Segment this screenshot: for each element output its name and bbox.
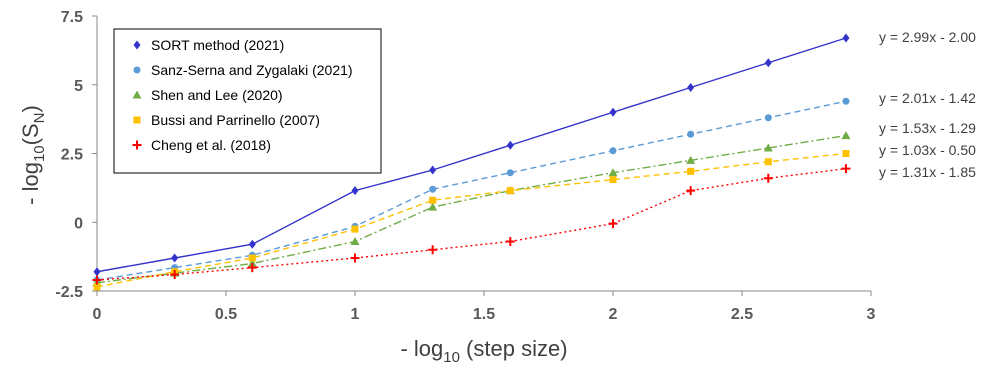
series-5 [92, 164, 851, 285]
legend-label: Cheng et al. (2018) [151, 137, 271, 153]
data-point [351, 186, 359, 196]
data-point [686, 155, 696, 164]
series-line [96, 37, 847, 273]
data-point [763, 173, 773, 183]
legend: SORT method (2021) Sanz-Serna and Zygalak… [113, 28, 382, 174]
legend-label: Bussi and Parrinello (2007) [151, 112, 320, 128]
data-point [608, 168, 618, 177]
data-point [428, 202, 438, 211]
data-point [842, 33, 850, 43]
data-point [687, 167, 695, 175]
fit-equation-label: y = 1.53x - 1.29 [879, 120, 976, 136]
series-layer [92, 33, 851, 291]
data-point [429, 185, 437, 193]
x-tick-label: 0.5 [215, 306, 237, 323]
data-point [609, 107, 617, 117]
data-point [841, 164, 851, 174]
data-point [247, 259, 257, 267]
legend-label: Sanz-Serna and Zygalaki (2021) [151, 62, 353, 78]
legend-label: Shen and Lee (2020) [151, 87, 283, 103]
x-tick-label: 2.5 [731, 306, 753, 323]
data-point [609, 176, 617, 184]
series-line [96, 100, 847, 281]
legend-item: Sanz-Serna and Zygalaki (2021) [133, 62, 353, 78]
data-point [248, 239, 256, 249]
legend-item: Shen and Lee (2020) [132, 87, 283, 103]
data-point [248, 254, 256, 262]
data-point [350, 237, 360, 245]
data-point [429, 165, 437, 175]
data-point [764, 158, 772, 166]
legend-item: SORT method (2021) [133, 37, 284, 53]
data-point [92, 275, 102, 285]
legend-marker [133, 116, 141, 124]
series-line [96, 152, 847, 288]
legend-marker [132, 90, 142, 99]
data-point [608, 219, 618, 229]
data-point [764, 114, 772, 122]
data-point [351, 225, 359, 233]
data-point [247, 263, 257, 273]
y-tick-label: 2.5 [61, 147, 83, 164]
fit-equation-label: y = 2.99x - 2.00 [879, 29, 976, 45]
data-point [428, 245, 438, 255]
data-point [764, 58, 772, 68]
data-point [170, 270, 180, 279]
data-point [687, 83, 695, 92]
series-line [96, 134, 847, 284]
y-tick-label: 5 [74, 78, 83, 95]
data-point [505, 237, 515, 246]
data-point [842, 97, 850, 105]
data-point [93, 267, 101, 277]
data-point [609, 147, 617, 155]
series-line [96, 167, 847, 281]
series-1 [93, 33, 850, 277]
fit-equation-label: y = 1.31x - 1.85 [879, 164, 976, 180]
x-tick-label: 0 [93, 306, 102, 323]
x-tick-label: 1.5 [473, 306, 495, 323]
fit-equations: y = 2.99x - 2.00 y = 2.01x - 1.42 y = 1.53… [879, 29, 976, 180]
legend-box [113, 28, 382, 174]
legend-item: Cheng et al. (2018) [132, 137, 271, 153]
x-axis-title: - log10 (step size) [400, 336, 567, 365]
data-point [171, 253, 179, 263]
data-point [687, 130, 695, 138]
y-tick-label: 7.5 [61, 9, 83, 26]
data-point [350, 253, 360, 263]
legend-item: Bussi and Parrinello (2007) [133, 112, 320, 128]
fit-equation-label: y = 2.01x - 1.42 [879, 90, 976, 106]
y-tick-label: 0 [74, 215, 83, 232]
data-point [686, 186, 696, 196]
y-tick-label: -2.5 [55, 284, 83, 301]
data-point [763, 143, 773, 152]
legend-marker [133, 40, 141, 50]
fit-equation-label: y = 1.03x - 0.50 [879, 142, 976, 158]
legend-label: SORT method (2021) [151, 37, 284, 53]
data-point [429, 196, 437, 204]
data-point [841, 131, 851, 140]
y-axis-title: - log10(SN) [18, 105, 48, 205]
legend-marker [132, 140, 142, 150]
x-tick-label: 2 [609, 306, 618, 323]
x-tick-label: 1 [351, 306, 360, 323]
data-point [93, 283, 101, 291]
data-point [506, 169, 514, 177]
data-point [506, 187, 514, 195]
legend-marker [133, 66, 141, 74]
axes: 0 0.5 1 1.5 2 2.5 3 -2.5 0 2.5 5 7.5 [55, 9, 875, 323]
x-tick-label: 3 [867, 306, 876, 323]
data-point [506, 140, 514, 150]
data-point [842, 150, 850, 157]
